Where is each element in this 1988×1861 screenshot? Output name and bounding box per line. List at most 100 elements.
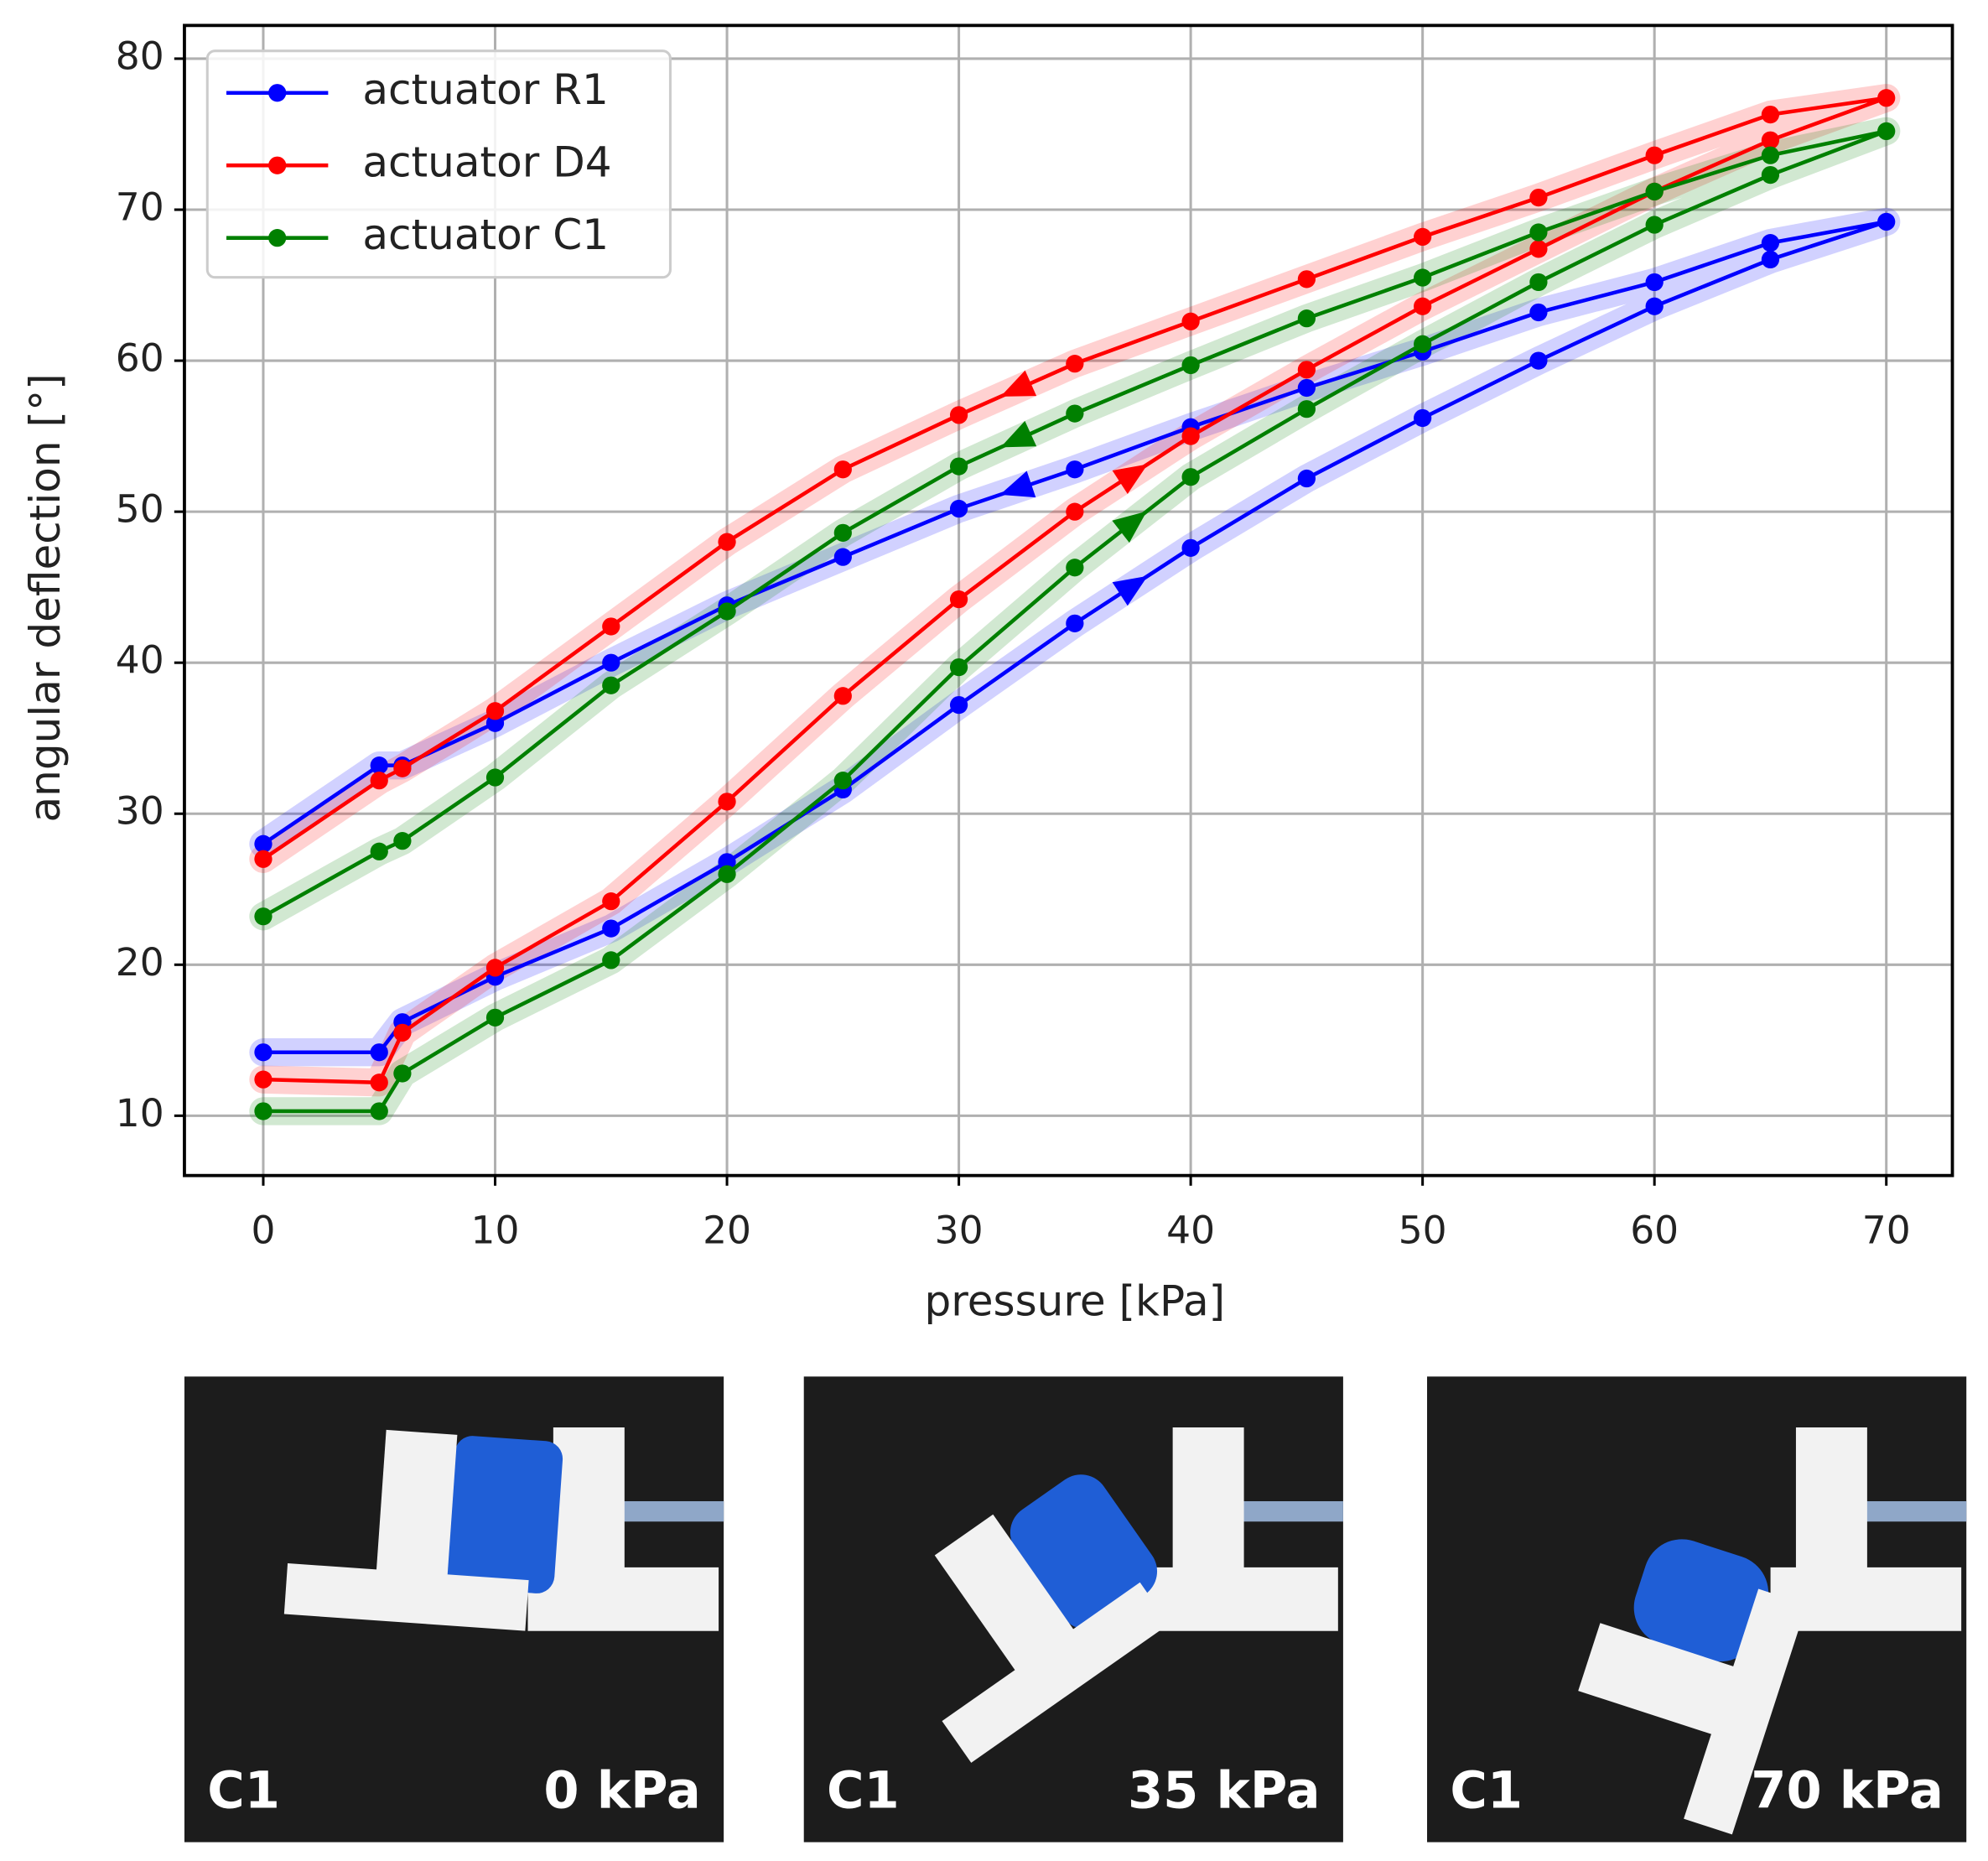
- data-point: [393, 1023, 412, 1042]
- photo-panel: C1 0 kPa: [184, 1376, 724, 1843]
- data-point: [1297, 400, 1316, 418]
- data-point: [1181, 427, 1200, 445]
- x-tick-label: 60: [1630, 1208, 1679, 1252]
- legend-label: actuator C1: [362, 211, 609, 259]
- rod: [616, 1501, 724, 1522]
- data-point: [393, 759, 412, 777]
- panel-label: C1: [207, 1761, 280, 1820]
- actuator: [1633, 1539, 1769, 1662]
- data-point: [1529, 188, 1548, 207]
- x-tick-label: 20: [703, 1208, 751, 1252]
- data-point: [949, 499, 968, 518]
- legend-marker: [268, 84, 287, 102]
- data-point: [254, 1070, 273, 1089]
- data-point: [1297, 469, 1316, 488]
- moving-plate: [1578, 1623, 1758, 1743]
- rod: [1236, 1501, 1343, 1522]
- direction-arrow: [1000, 420, 1037, 448]
- data-point: [833, 460, 852, 479]
- data-point: [1529, 223, 1548, 242]
- data-point: [1297, 361, 1316, 379]
- data-point: [370, 1102, 388, 1120]
- direction-arrow: [1112, 511, 1147, 543]
- data-point: [1066, 460, 1084, 479]
- y-tick-label: 50: [116, 487, 164, 532]
- finger: [1578, 1539, 1807, 1835]
- data-point: [1645, 273, 1664, 292]
- data-point: [833, 772, 852, 790]
- data-point: [1181, 312, 1200, 330]
- data-point: [949, 658, 968, 677]
- data-point: [602, 617, 620, 636]
- direction-arrow: [1000, 370, 1037, 397]
- data-point: [1181, 538, 1200, 557]
- data-point: [833, 523, 852, 542]
- panel-label: C1: [1450, 1761, 1523, 1820]
- data-point: [602, 892, 620, 911]
- data-point: [1066, 502, 1084, 521]
- data-point: [1066, 559, 1084, 577]
- data-point: [1297, 270, 1316, 289]
- legend: actuator R1 actuator D4 actuator C1: [205, 49, 672, 279]
- data-point: [1181, 356, 1200, 375]
- x-tick-label: 0: [252, 1208, 276, 1252]
- data-point: [254, 834, 273, 853]
- data-point: [1529, 303, 1548, 322]
- base-link: [1147, 1567, 1338, 1631]
- data-point: [1761, 165, 1780, 185]
- x-axis-label: pressure [kPa]: [924, 1276, 1225, 1325]
- data-point: [602, 951, 620, 969]
- data-point: [718, 865, 736, 883]
- moving-link: [1684, 1588, 1807, 1835]
- data-point: [1645, 216, 1664, 234]
- data-point: [254, 1043, 273, 1062]
- data-point: [393, 832, 412, 850]
- data-point: [718, 602, 736, 621]
- data-point: [949, 457, 968, 476]
- data-point: [485, 768, 505, 787]
- moving-link: [942, 1582, 1170, 1763]
- data-point: [1414, 408, 1432, 428]
- moving-plate: [374, 1429, 458, 1600]
- data-point: [1414, 335, 1432, 353]
- data-point: [1877, 212, 1896, 231]
- data-point: [485, 1008, 505, 1027]
- data-point: [1761, 250, 1780, 269]
- data-point: [1414, 227, 1432, 247]
- data-point: [1761, 131, 1780, 149]
- y-tick-label: 40: [116, 638, 164, 683]
- direction-arrow: [1112, 464, 1148, 495]
- data-point: [602, 676, 620, 694]
- data-point: [1414, 297, 1432, 315]
- legend-label: actuator R1: [362, 65, 609, 114]
- direction-arrow: [999, 470, 1036, 498]
- data-point: [1066, 614, 1084, 632]
- data-point: [718, 793, 736, 811]
- legend-marker: [268, 156, 287, 174]
- direction-arrow: [1112, 575, 1148, 606]
- x-tick-label: 30: [935, 1208, 984, 1252]
- panel-pressure: 70 kPa: [1751, 1761, 1944, 1820]
- data-point: [833, 548, 852, 566]
- x-tick-label: 70: [1862, 1208, 1911, 1252]
- y-tick-label: 20: [116, 940, 164, 985]
- error-band: [249, 207, 1901, 1067]
- data-point: [1645, 146, 1664, 164]
- data-point: [485, 702, 505, 720]
- data-point: [254, 907, 273, 926]
- moving-link: [283, 1562, 529, 1631]
- data-point: [833, 687, 852, 705]
- finger: [283, 1429, 563, 1631]
- data-point: [949, 590, 968, 609]
- data-point: [602, 919, 620, 938]
- actuator: [1010, 1474, 1158, 1630]
- finger: [934, 1474, 1170, 1763]
- data-point: [1529, 240, 1548, 258]
- data-point: [370, 756, 388, 775]
- panel-pressure: 35 kPa: [1128, 1761, 1321, 1820]
- data-point: [1877, 122, 1896, 140]
- actuator: [446, 1436, 563, 1593]
- data-point: [1877, 89, 1896, 107]
- data-point: [1529, 273, 1548, 292]
